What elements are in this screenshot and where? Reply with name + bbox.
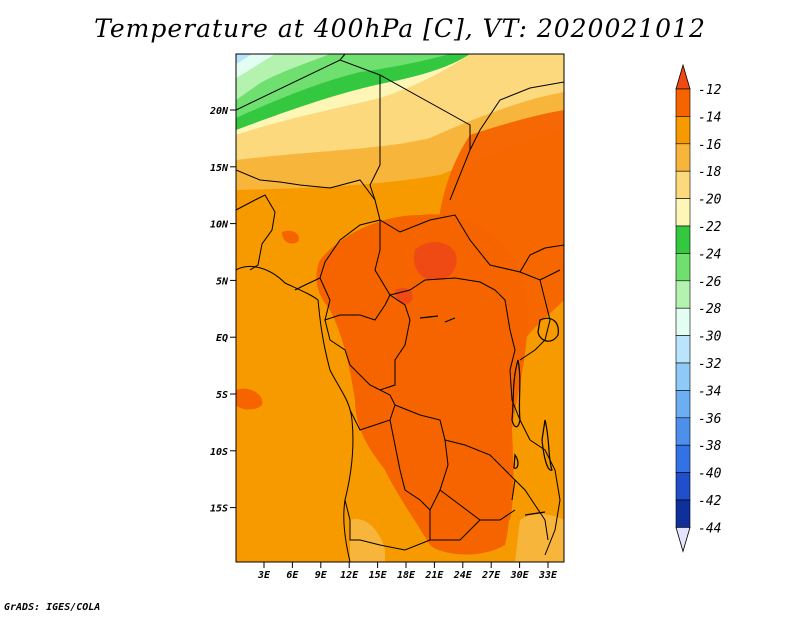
colorbar-label: -44 (698, 521, 721, 536)
lon-tick-label: 27E (481, 570, 501, 581)
colorbar-swatch (675, 307, 691, 336)
grads-credit: GrADS: IGES/COLA (4, 602, 101, 613)
colorbar-swatch (675, 116, 691, 145)
field-hotspot-2 (395, 288, 413, 305)
colorbar-label: -38 (698, 439, 722, 454)
lon-tick-label: 30E (510, 570, 530, 581)
lon-tick-label: 33E (538, 570, 558, 581)
lat-tick-label: 10N (210, 220, 229, 231)
colorbar-swatch (675, 198, 691, 227)
colorbar-swatch (675, 390, 691, 419)
colorbar-label: -14 (698, 110, 721, 125)
colorbar-label: -24 (698, 247, 721, 262)
colorbar-label: -30 (698, 330, 722, 345)
lon-tick-label: 15E (369, 570, 388, 581)
lat-tick-label: 15N (210, 163, 229, 174)
colorbar-swatch (675, 225, 691, 254)
field-west-blob-2 (282, 230, 299, 244)
field-central-warm (316, 214, 528, 555)
map-title: Temperature at 400hPa [C], VT: 202002101… (94, 14, 706, 43)
colorbar-label: -12 (698, 83, 722, 98)
colorbar-label: -36 (698, 412, 722, 427)
lon-tick-label: 6E (286, 570, 299, 581)
colorbar-label: -16 (698, 138, 722, 153)
colorbar-label: -40 (698, 467, 722, 482)
lon-tick-label: 18E (397, 570, 416, 581)
colorbar-label: -28 (698, 302, 722, 317)
colorbar-swatch (675, 280, 691, 309)
colorbar-top-arrow (675, 63, 691, 90)
field-band-28 (236, 54, 275, 78)
longitude-axis: 3E 6E 9E 12E 15E 18E 21E 24E 27E 30E 33E (257, 562, 558, 581)
field-south-cool (350, 519, 385, 562)
lon-tick-label: 12E (340, 570, 359, 581)
colorbar-swatch (675, 253, 691, 282)
colorbar-swatch (675, 88, 691, 117)
colorbar-label: -32 (698, 357, 722, 372)
field-hotspot-1 (413, 242, 457, 281)
colorbar-swatch (675, 417, 691, 446)
colorbar-label: -22 (698, 220, 722, 235)
colorbar-swatch (675, 362, 691, 391)
coastline (236, 266, 354, 562)
field-band-26 (236, 54, 330, 100)
lat-tick-label: 10S (210, 447, 228, 458)
lon-tick-label: 21E (424, 570, 444, 581)
field-southeast-cool (515, 514, 564, 562)
colorbar-swatch (675, 335, 691, 364)
colorbar-label: -18 (698, 165, 722, 180)
lat-tick-label: 5S (216, 390, 228, 401)
field-south-west (236, 468, 340, 562)
colorbar-bottom-arrow (675, 527, 691, 553)
colorbar-label: -34 (698, 384, 721, 399)
temperature-field (236, 54, 564, 562)
colorbar-swatch (675, 499, 691, 528)
lon-tick-label: 9E (315, 570, 328, 581)
lat-tick-label: EQ (216, 333, 228, 344)
lat-tick-label: 15S (210, 504, 228, 515)
lat-tick-label: 5N (216, 276, 229, 287)
map-frame (235, 53, 565, 563)
colorbar-label: -42 (698, 494, 722, 509)
lon-tick-label: 24E (453, 570, 473, 581)
colorbar: -12 -14 -16 -18 -20 -22 -24 -26 -28 -30 -32 -34 -36 -… (675, 63, 722, 553)
colorbar-swatch (675, 472, 691, 501)
colorbar-label: -20 (698, 193, 722, 208)
colorbar-swatch (675, 170, 691, 199)
latitude-axis: 20N 15N 10N 5N EQ 5S 10S 15S (209, 106, 236, 515)
lat-tick-label: 20N (209, 106, 229, 117)
colorbar-swatch (675, 444, 691, 473)
colorbar-swatch (675, 143, 691, 172)
field-band-24 (236, 54, 450, 118)
field-west-blob (236, 388, 263, 410)
colorbar-label: -26 (698, 275, 722, 290)
field-band-30 (236, 54, 252, 64)
lakes (419, 315, 559, 516)
lon-tick-label: 3E (257, 570, 271, 581)
